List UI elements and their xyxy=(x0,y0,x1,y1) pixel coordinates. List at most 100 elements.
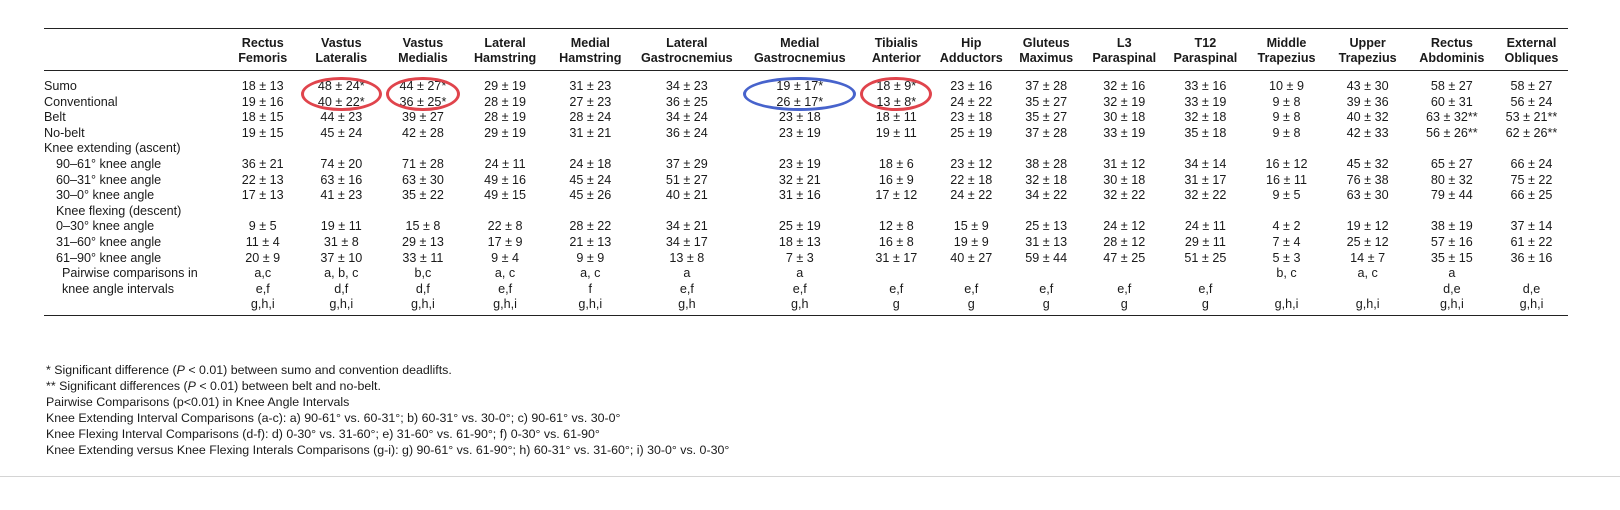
footnote-italic: P xyxy=(187,379,196,393)
table-row: Sumo 18 ± 13 48 ± 24* 44 ± 27* 29 ± 19 31 ± 2… xyxy=(44,71,1568,95)
table-cell: 22 ± 8 xyxy=(487,219,523,234)
table-cell: 32 ± 19 xyxy=(1103,94,1146,109)
table-cell: 29 ± 19 xyxy=(484,79,527,93)
table-cell: b,c xyxy=(414,266,432,281)
table-cell: 36 ± 21 xyxy=(241,156,284,171)
table-cell: 39 ± 27 xyxy=(401,110,444,125)
table-cell: 24 ± 22 xyxy=(950,94,993,109)
table-cell xyxy=(1495,266,1568,282)
table-cell: 19 ± 12 xyxy=(1346,219,1389,234)
table-cell: 39 ± 36 xyxy=(1346,94,1389,109)
table-cell: 25 ± 13 xyxy=(1025,219,1068,234)
table-cell: 10 ± 9 xyxy=(1269,79,1304,93)
table-cell: 29 ± 11 xyxy=(1184,234,1226,249)
column-header-line2: Gastrocnemius xyxy=(640,51,733,65)
table-cell xyxy=(632,204,741,220)
table-cell: 12 ± 8 xyxy=(878,219,914,234)
footnote-line: ** Significant differences (P < 0.01) be… xyxy=(46,378,1546,394)
table-cell: a xyxy=(683,266,691,281)
column-header-line2: Obliques xyxy=(1504,51,1559,65)
table-cell: 35 ± 27 xyxy=(1025,110,1068,125)
table-cell: 33 ± 19 xyxy=(1103,125,1146,140)
footnote-line: Knee Flexing Interval Comparisons (d-f):… xyxy=(46,426,1546,442)
column-header: Vastus Medialis xyxy=(383,28,462,71)
table-cell: 51 ± 25 xyxy=(1184,250,1227,265)
table-cell: 16 ± 9 xyxy=(878,172,914,187)
table-cell xyxy=(1164,204,1246,220)
column-header-line2: Femoris xyxy=(238,51,288,65)
column-header-line1: Rectus xyxy=(241,36,284,50)
table-cell: 35 ± 18 xyxy=(1184,125,1227,140)
table-cell: 33 ± 11 xyxy=(402,250,444,265)
table-cell xyxy=(1327,282,1409,298)
footnote-text: Knee Extending Interval Comparisons (a-c… xyxy=(46,411,621,425)
table-cell: g,h,i xyxy=(1408,297,1495,316)
table-cell: 36 ± 16 xyxy=(1510,250,1553,265)
table-cell: 66 ± 24 xyxy=(1510,156,1553,171)
table-row: Pairwise comparisons in a,c a, b, c b,c a, c… xyxy=(44,266,1568,282)
table-cell: 31 ± 13 xyxy=(1025,234,1068,249)
table-cell xyxy=(858,204,934,220)
column-header-line2: Adductors xyxy=(939,51,1003,65)
table-cell: 31 ± 17 xyxy=(875,250,918,265)
table-cell: 34 ± 23 xyxy=(665,79,708,93)
table-cell: g,h,i xyxy=(461,297,549,316)
table-cell: 75 ± 22 xyxy=(1510,172,1553,187)
table-row: Belt 18 ± 15 44 ± 23 39 ± 27 28 ± 19 28 ± 24 3… xyxy=(44,110,1568,126)
table-cell: 24 ± 11 xyxy=(1184,219,1226,234)
header-row: Rectus Femoris Vastus Lateralis Vastus Medial… xyxy=(44,28,1568,71)
table-cell: 31 ± 17 xyxy=(1184,172,1227,187)
column-header: Rectus Femoris xyxy=(226,28,299,71)
table-cell: 44 ± 27* xyxy=(399,79,447,93)
table-cell xyxy=(1327,204,1409,220)
table-cell xyxy=(741,204,858,220)
table-cell xyxy=(462,204,548,220)
footnote-text: ** Significant differences ( xyxy=(46,379,188,393)
table-cell: 19 ± 17* xyxy=(776,79,824,93)
table-cell: 24 ± 22 xyxy=(950,188,993,203)
table-cell: 33 ± 19 xyxy=(1184,94,1227,109)
table-cell: 17 ± 9 xyxy=(487,234,523,249)
column-header-line1: Upper xyxy=(1349,36,1386,50)
table-cell: 34 ± 24 xyxy=(665,110,708,125)
table-cell: 23 ± 19 xyxy=(778,156,821,171)
footnote-text: Pairwise Comparisons (p<0.01) in Knee An… xyxy=(46,395,350,409)
table-cell: e,f xyxy=(792,281,807,296)
row-label: knee angle intervals xyxy=(62,281,175,296)
table-cell: d,f xyxy=(415,281,430,296)
column-header-line1: Lateral xyxy=(666,36,708,50)
table-cell: 21 ± 13 xyxy=(569,234,612,249)
column-header: T12 Paraspinal xyxy=(1164,28,1247,71)
table-row: Conventional 19 ± 16 40 ± 22* 36 ± 25* 28 ± … xyxy=(44,95,1568,111)
table-cell: 45 ± 24 xyxy=(569,172,612,187)
column-header-line1: Tibialis xyxy=(874,36,918,50)
table-cell: 16 ± 12 xyxy=(1265,156,1308,171)
table-cell: 63 ± 30 xyxy=(401,172,444,187)
table-cell: d,e xyxy=(1522,281,1541,296)
table-cell: 53 ± 21** xyxy=(1505,110,1558,125)
table-cell: d,f xyxy=(334,281,349,296)
table-cell: 35 ± 27 xyxy=(1025,94,1068,109)
table-cell: 28 ± 22 xyxy=(569,219,612,234)
table-cell xyxy=(1246,141,1326,157)
column-header-line2: Hamstring xyxy=(473,51,537,65)
table-cell: 23 ± 18 xyxy=(950,110,993,125)
table-cell: g,h,i xyxy=(1494,297,1568,316)
table-cell: 24 ± 11 xyxy=(484,156,526,171)
table-cell: 24 ± 12 xyxy=(1103,219,1146,234)
table-cell: 28 ± 12 xyxy=(1103,234,1146,249)
table-cell: 62 ± 26** xyxy=(1505,125,1558,140)
column-header: Medial Gastrocnemius xyxy=(741,28,859,71)
column-header: L3 Paraspinal xyxy=(1084,28,1165,71)
table-cell: 66 ± 25 xyxy=(1510,188,1553,203)
table-cell: 18 ± 6 xyxy=(878,156,914,171)
table-cell: a xyxy=(1448,266,1456,281)
table-cell: e,f xyxy=(1198,281,1213,296)
table-cell: a, b, c xyxy=(324,266,359,281)
column-header-line2: Maximus xyxy=(1019,51,1074,65)
row-label: Belt xyxy=(44,110,66,125)
table-cell: 74 ± 20 xyxy=(320,156,363,171)
table-cell: 45 ± 32 xyxy=(1346,156,1389,171)
table-cell: 11 ± 4 xyxy=(245,234,280,249)
emg-results-table: Rectus Femoris Vastus Lateralis Vastus Medial… xyxy=(44,28,1568,316)
